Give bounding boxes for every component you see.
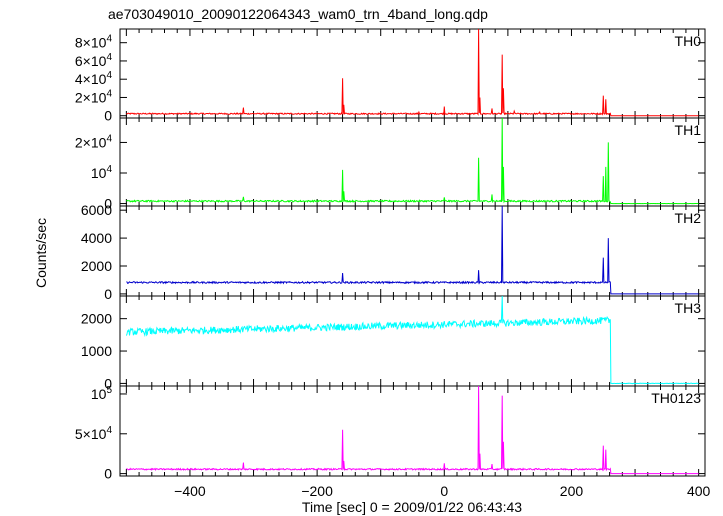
y-tick-label: 6000 xyxy=(81,202,112,218)
panel-th0123: 0 5×104 105 TH0123 xyxy=(75,385,706,482)
series-th3-line xyxy=(125,295,699,385)
panel-frame xyxy=(119,295,706,387)
y-tick-label: 2000 xyxy=(81,258,112,274)
y-tick-label: 0 xyxy=(104,196,112,212)
y-tick-label: 5×104 xyxy=(75,425,113,442)
panel-frame xyxy=(119,385,706,477)
y-tick-label: 0 xyxy=(104,466,112,482)
series-th2-line xyxy=(126,205,699,295)
panel-th3: 0 1000 2000 TH3 xyxy=(81,295,706,391)
y-tick-label: 2000 xyxy=(81,311,112,327)
series-th0-line xyxy=(126,28,699,117)
x-tick-label: −200 xyxy=(301,483,333,499)
y-tick-label: 1000 xyxy=(81,343,112,359)
panel-th1: 0 104 2×104 TH1 xyxy=(75,117,706,212)
series-th1-line xyxy=(126,117,699,205)
chart-title: ae703049010_20090122064343_wam0_trn_4ban… xyxy=(108,6,488,22)
panel-frame xyxy=(119,28,706,119)
x-tick-label: −400 xyxy=(174,483,206,499)
x-axis-tick-labels: −400 −200 0 200 400 xyxy=(174,483,710,499)
y-tick-label: 8×104 xyxy=(75,34,113,51)
y-tick-label: 0 xyxy=(104,286,112,302)
y-axis-label: Counts/sec xyxy=(33,218,49,288)
y-tick-label: 0 xyxy=(104,375,112,391)
series-th0123-line xyxy=(126,385,699,475)
y-tick-label: 6×104 xyxy=(75,52,113,69)
y-tick-label: 2×104 xyxy=(75,88,113,105)
y-tick-label: 104 xyxy=(91,164,113,181)
y-tick-label: 2×104 xyxy=(75,133,113,150)
panel-label-th2: TH2 xyxy=(675,210,702,226)
y-tick-label: 4×104 xyxy=(75,70,113,87)
panel-label-th3: TH3 xyxy=(675,300,702,316)
x-tick-label: 200 xyxy=(560,483,584,499)
x-axis-label: Time [sec] 0 = 2009/01/22 06:43:43 xyxy=(302,499,522,515)
panel-frame xyxy=(119,117,706,207)
panel-label-th1: TH1 xyxy=(675,122,702,138)
x-tick-label: 0 xyxy=(440,483,448,499)
y-tick-label: 105 xyxy=(91,385,113,402)
y-tick-label: 0 xyxy=(104,108,112,124)
panel-label-th0123: TH0123 xyxy=(651,390,701,406)
panel-th2: 0 2000 4000 6000 TH2 xyxy=(81,202,706,302)
x-tick-label: 400 xyxy=(687,483,711,499)
panel-label-th0: TH0 xyxy=(675,33,702,49)
y-tick-label: 4000 xyxy=(81,230,112,246)
